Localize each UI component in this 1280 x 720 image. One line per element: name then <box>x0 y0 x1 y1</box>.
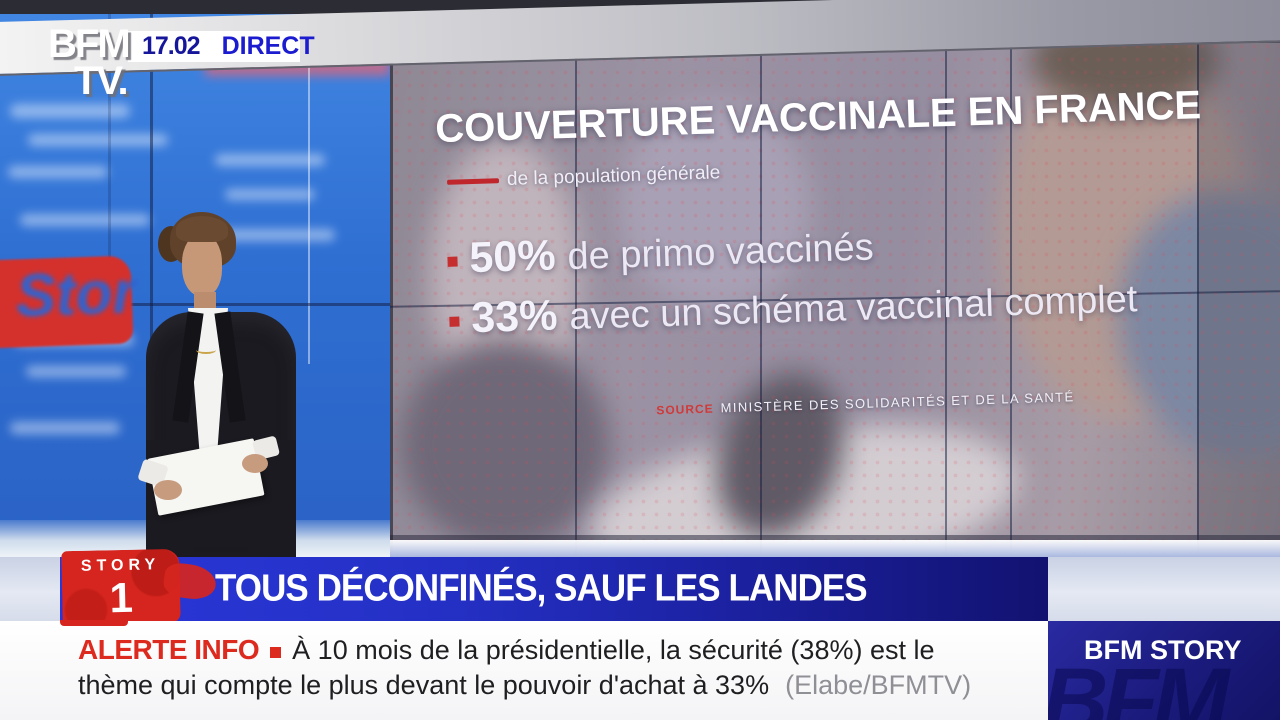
alert-square-icon <box>270 646 282 658</box>
source-label: SOURCE <box>656 401 714 418</box>
presenter-hair-fringe <box>176 216 228 242</box>
stat-value: 33% <box>470 291 559 343</box>
bfmtv-logo-line1: BFM <box>48 22 131 66</box>
infographic-subtitle-row: de la population générale <box>446 162 721 193</box>
alert-info-label: ALERTE INFO <box>78 634 260 665</box>
time-direct-chip: 17.02 DIRECT <box>128 31 315 62</box>
wall-right-panel <box>1197 40 1280 557</box>
wall-seam <box>390 40 393 557</box>
stat-text: de primo vaccinés <box>566 226 875 279</box>
ticker-line-1: ALERTE INFO À 10 mois de la présidentiel… <box>78 634 935 666</box>
ticker-line-2: thème qui compte le plus devant le pouvo… <box>78 670 971 701</box>
wall-blur-text <box>215 154 325 166</box>
red-dash-icon <box>446 177 500 185</box>
wall-seam <box>945 40 947 557</box>
presenter-hand-left <box>154 480 182 500</box>
badge-paint-drip <box>60 620 128 626</box>
wall-blur-text <box>225 189 315 200</box>
story-number-badge: STORY 1 <box>61 548 181 626</box>
video-wall <box>390 40 1280 557</box>
bullet-square-icon <box>447 256 458 267</box>
wall-seam <box>108 14 111 314</box>
wall-seam <box>575 40 577 557</box>
clock-time: 17.02 <box>142 32 201 60</box>
source-line: SOURCE MINISTÈRE DES SOLIDARITÉS ET DE L… <box>656 389 1075 417</box>
blur-patch <box>620 100 810 310</box>
source-text: MINISTÈRE DES SOLIDARITÉS ET DE LA SANTÉ <box>720 389 1075 416</box>
vaccination-infographic: COUVERTURE VACCINALE EN FRANCE de la pop… <box>435 83 1216 457</box>
story-badge-number: 1 <box>109 573 134 622</box>
program-box: BFM BFM STORY <box>1048 621 1280 720</box>
ticker-attribution: (Elabe/BFMTV) <box>785 670 972 700</box>
wall-blur-text <box>10 422 120 434</box>
presenter-hand-right <box>242 454 268 473</box>
stat-bullet-1: 50% de primo vaccinés <box>447 221 875 283</box>
banner-headline: TOUS DÉCONFINÉS, SAUF LES LANDES <box>215 567 868 610</box>
wall-blur-text <box>215 229 335 241</box>
headline-banner: STORY 1 TOUS DÉCONFINÉS, SAUF LES LANDES <box>60 548 1048 626</box>
stat-value: 50% <box>468 231 557 283</box>
wall-blur-text <box>26 366 126 377</box>
ticker-text-line2: thème qui compte le plus devant le pouvo… <box>78 670 770 700</box>
wall-seam <box>150 14 153 557</box>
wall-blur-text <box>8 166 108 178</box>
wall-seam <box>1197 40 1199 557</box>
program-label: BFM STORY <box>1084 635 1242 665</box>
presenter <box>110 200 330 557</box>
infographic-subtitle: de la population générale <box>506 162 721 190</box>
presenter-face <box>182 234 222 296</box>
wall-seam <box>1010 40 1012 557</box>
wall-bottom-glow <box>390 540 1280 557</box>
stat-bullet-2: 33% avec un schéma vaccinal complet <box>449 273 1138 344</box>
wall-blur-text <box>10 104 130 118</box>
wall-blur-text <box>20 214 150 226</box>
bfmtv-logo: BFM TV. <box>48 22 131 103</box>
bfm-watermark: BFM <box>1048 650 1229 720</box>
wall-bottom-edge <box>390 535 1280 540</box>
direct-badge: DIRECT <box>221 32 315 60</box>
bfmtv-logo-line2: TV. <box>74 58 129 103</box>
wall-blur-text <box>28 134 168 146</box>
ticker-text-line1: À 10 mois de la présidentielle, la sécur… <box>292 635 935 665</box>
presenter-necklace <box>196 346 216 354</box>
wall-highlight-seam <box>308 44 310 364</box>
news-ticker: ALERTE INFO À 10 mois de la présidentiel… <box>0 621 1048 720</box>
bullet-square-icon <box>449 316 460 327</box>
stat-text: avec un schéma vaccinal complet <box>568 278 1138 339</box>
